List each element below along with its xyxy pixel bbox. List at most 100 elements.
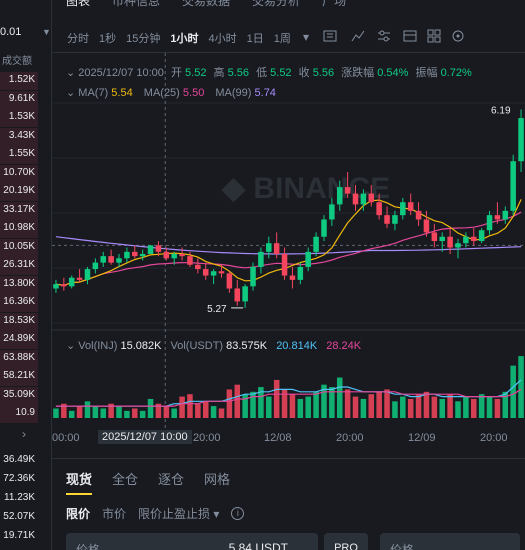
volume-bar — [447, 394, 453, 418]
volume-bar — [132, 408, 138, 418]
tab-square[interactable]: 广场 — [322, 0, 347, 8]
layout-icon[interactable] — [426, 29, 442, 45]
volume-bar — [242, 394, 248, 418]
volume-bar — [250, 391, 256, 418]
volume-row: 13.80K — [3, 277, 35, 289]
candle-body — [76, 277, 83, 280]
volume-row: 9.61K — [8, 92, 35, 104]
volume-bar — [344, 389, 351, 418]
volume-bar — [439, 398, 445, 418]
interval-1h[interactable]: 1小时 — [170, 33, 199, 45]
candle-body — [92, 262, 99, 270]
price-precision-value[interactable]: 0.01 — [0, 26, 22, 38]
open-value: 5.52 — [185, 67, 207, 79]
ma99-value: 5.74 — [254, 87, 276, 99]
low-price-label: 5.27 — [207, 304, 227, 315]
volume-bar — [470, 398, 477, 418]
ma-legend: ⌄ MA(7) 5.54 MA(25) 5.50 MA(99) 5.74 — [66, 86, 276, 99]
trade-panel: 现货 全仓 逐仓 网格 限价 市价 限价止盈止损 ▾ i 价格 5.84 USD… — [52, 458, 525, 550]
price-input-secondary[interactable]: 价格 — [380, 533, 520, 550]
volume-row-bg — [0, 405, 38, 423]
candle-body — [281, 253, 288, 276]
tab-coin-info[interactable]: 币种信息 — [112, 0, 161, 8]
tab-chart[interactable]: 图表 — [66, 0, 91, 8]
draw-icon[interactable] — [350, 29, 366, 45]
interval-1w[interactable]: 1周 — [273, 33, 291, 45]
volume-bar — [76, 406, 83, 418]
volume-bar — [518, 356, 524, 418]
chevron-down-icon[interactable]: ▼ — [42, 27, 51, 37]
ma7-label: MA(7) — [78, 87, 109, 99]
volume-row: 1.53K — [8, 111, 35, 122]
candle-body — [455, 243, 461, 248]
candle-body — [376, 202, 382, 216]
tab-spot[interactable]: 现货 — [66, 469, 93, 495]
volume-row-bg — [0, 127, 38, 146]
order-type-stop-limit[interactable]: 限价止盈止损 ▾ — [138, 507, 220, 521]
volume-row: 36.49K — [3, 454, 35, 465]
volume-row-bg — [0, 257, 38, 275]
candle-body — [407, 202, 414, 211]
price-input[interactable]: 价格 5.84 USDT — [66, 533, 318, 550]
info-icon[interactable]: i — [231, 507, 245, 520]
chevron-down-icon[interactable]: ⌄ — [66, 87, 79, 99]
candle-body — [336, 187, 343, 205]
volume-row: 58.21K — [3, 370, 35, 381]
indicator-icon[interactable] — [322, 29, 338, 45]
chevron-down-icon[interactable]: ⌄ — [66, 67, 79, 79]
tab-trade-data[interactable]: 交易数据 — [182, 0, 231, 8]
ma7-line — [55, 199, 522, 286]
candle-body — [470, 236, 477, 242]
candle-body — [132, 251, 138, 257]
tab-grid[interactable]: 网格 — [204, 472, 231, 487]
trade-tabs: 现货 全仓 逐仓 网格 — [66, 469, 231, 495]
volume-bar — [336, 377, 343, 418]
volume-bar — [384, 389, 390, 418]
volume-bar — [297, 398, 304, 418]
chevron-down-icon[interactable]: ▾ — [302, 30, 310, 44]
chevron-right-icon[interactable]: › — [22, 427, 26, 441]
volume-row: 10.70K — [3, 166, 35, 178]
candle-body — [171, 253, 177, 259]
volume-row: 10.05K — [3, 240, 35, 252]
volume-bar — [463, 396, 469, 418]
volume-bar — [210, 406, 217, 418]
candle-body — [139, 253, 146, 257]
order-type-limit[interactable]: 限价 — [66, 507, 91, 521]
interval-timeline[interactable]: 分时 — [67, 33, 89, 45]
volume-bar — [407, 398, 414, 418]
change-label: 涨跌幅 — [341, 67, 375, 79]
interval-4h[interactable]: 4小时 — [208, 33, 237, 45]
candle-body — [108, 256, 114, 263]
order-type-market[interactable]: 市价 — [102, 507, 127, 521]
settings-sliders-icon[interactable] — [376, 29, 392, 45]
tab-isolated[interactable]: 逐仓 — [158, 472, 185, 487]
volume-row: 63.88K — [3, 351, 35, 363]
target-icon[interactable] — [450, 29, 466, 45]
vol-inj-label: Vol(INJ) — [78, 340, 118, 352]
volume-bar — [486, 396, 493, 418]
candle-body — [368, 193, 375, 203]
tab-cross[interactable]: 全仓 — [112, 472, 139, 487]
volume-bar — [368, 394, 375, 418]
volume-bar — [179, 396, 185, 418]
volume-bar — [352, 396, 359, 418]
time-tick: 12/08 — [264, 432, 292, 444]
interval-1s[interactable]: 1秒 — [99, 33, 117, 45]
vol-inj-value: 15.082K — [120, 340, 162, 352]
chevron-down-icon[interactable]: ⌄ — [66, 340, 79, 352]
interval-15m[interactable]: 15分钟 — [126, 33, 161, 45]
pro-button[interactable]: PRO — [324, 533, 368, 550]
volume-bar — [84, 401, 91, 418]
low-value: 5.52 — [270, 67, 292, 79]
tab-trade-analysis[interactable]: 交易分析 — [252, 0, 301, 8]
volume-row: 10.9 — [15, 407, 35, 418]
volume-row-bg — [0, 146, 38, 164]
candle-body — [100, 256, 107, 263]
volume-bar — [171, 408, 177, 418]
interval-1d[interactable]: 1日 — [246, 33, 264, 45]
depth-icon[interactable] — [402, 29, 418, 45]
volume-bar — [510, 365, 516, 418]
volume-bar — [273, 379, 280, 418]
